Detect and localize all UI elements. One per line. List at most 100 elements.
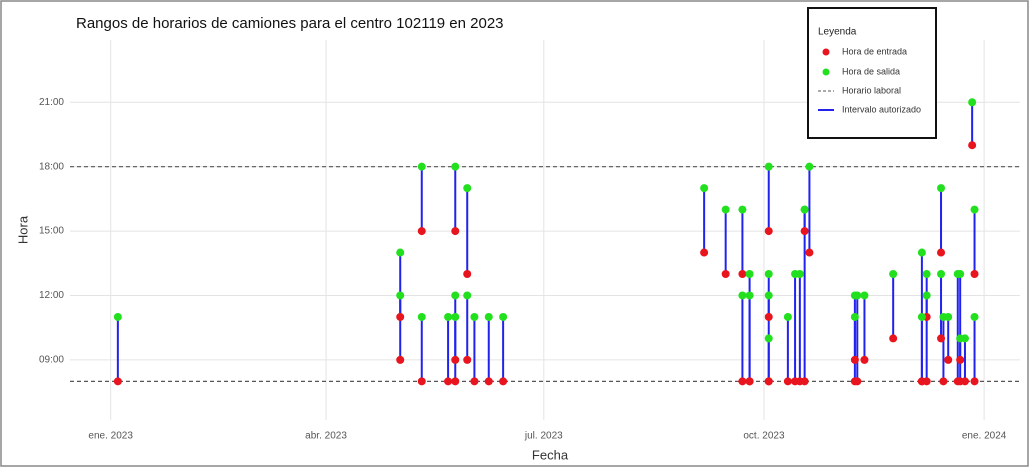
point: [944, 355, 953, 364]
point: [956, 355, 965, 364]
point: [960, 377, 969, 386]
point: [764, 162, 773, 171]
point: [721, 270, 730, 279]
point: [860, 291, 869, 300]
point: [764, 377, 773, 386]
point: [764, 334, 773, 343]
point: [396, 248, 405, 257]
legend-label: Hora de entrada: [842, 46, 907, 56]
point: [417, 377, 426, 386]
point: [745, 377, 754, 386]
x-tick-label: ene. 2023: [88, 431, 133, 442]
point: [451, 377, 460, 386]
point: [451, 291, 460, 300]
point: [470, 377, 479, 386]
point: [451, 162, 460, 171]
point: [889, 334, 898, 343]
y-tick-label: 15:00: [39, 226, 64, 237]
y-tick-label: 09:00: [39, 355, 64, 366]
legend-label: Intervalo autorizado: [842, 104, 921, 114]
point: [451, 312, 460, 321]
point: [917, 312, 926, 321]
legend-label: Hora de salida: [842, 66, 900, 76]
point: [939, 377, 948, 386]
x-axis-label: Fecha: [532, 447, 569, 462]
point: [764, 227, 773, 236]
plot-area: 09:00 12:00 15:00 18:00 21:00 ene. 2023 abr. 2…: [39, 40, 1020, 442]
point: [463, 291, 472, 300]
point: [463, 270, 472, 279]
point: [970, 205, 979, 214]
legend-title: Leyenda: [818, 27, 857, 38]
point: [417, 162, 426, 171]
point: [853, 377, 862, 386]
chart-title: Rangos de horarios de camiones para el c…: [76, 15, 504, 32]
point: [444, 312, 453, 321]
point: [805, 248, 814, 257]
x-tick-label: ene. 2024: [962, 431, 1007, 442]
point: [700, 248, 709, 257]
point: [970, 377, 979, 386]
point: [970, 312, 979, 321]
point: [937, 334, 946, 343]
point: [956, 270, 965, 279]
y-tick-label: 12:00: [39, 290, 64, 301]
point: [451, 227, 460, 236]
point: [850, 355, 859, 364]
point: [700, 184, 709, 193]
point: [396, 355, 405, 364]
point: [800, 205, 809, 214]
point: [922, 377, 931, 386]
point: [944, 312, 953, 321]
point: [889, 270, 898, 279]
point: [783, 312, 792, 321]
point: [113, 377, 122, 386]
point: [960, 334, 969, 343]
point: [738, 291, 747, 300]
point: [738, 377, 747, 386]
point: [764, 291, 773, 300]
point: [764, 312, 773, 321]
point: [968, 98, 977, 107]
point: [850, 312, 859, 321]
x-tick-label: abr. 2023: [305, 431, 347, 442]
point: [499, 312, 508, 321]
point: [800, 227, 809, 236]
legend-swatch: [822, 48, 830, 56]
point: [917, 248, 926, 257]
point: [937, 270, 946, 279]
point: [417, 312, 426, 321]
point: [922, 291, 931, 300]
y-tick-label: 18:00: [39, 161, 64, 172]
point: [764, 270, 773, 279]
point: [451, 355, 460, 364]
point: [745, 291, 754, 300]
legend: Leyenda Hora de entrada Hora de salida Hor…: [807, 7, 937, 139]
legend-swatch: [822, 68, 830, 76]
point: [738, 270, 747, 279]
point: [484, 312, 493, 321]
point: [783, 377, 792, 386]
point: [470, 312, 479, 321]
point: [937, 248, 946, 257]
point: [968, 141, 977, 150]
y-tick-label: 21:00: [39, 97, 64, 108]
x-tick-label: jul. 2023: [524, 431, 563, 442]
point: [396, 291, 405, 300]
point: [970, 270, 979, 279]
point: [738, 205, 747, 214]
legend-label: Horario laboral: [842, 85, 901, 95]
point: [499, 377, 508, 386]
point: [937, 184, 946, 193]
point: [113, 312, 122, 321]
point: [417, 227, 426, 236]
point: [795, 270, 804, 279]
point: [721, 205, 730, 214]
point: [853, 291, 862, 300]
point: [463, 184, 472, 193]
point: [745, 270, 754, 279]
point: [860, 355, 869, 364]
y-axis-label: Hora: [15, 215, 30, 244]
point: [444, 377, 453, 386]
